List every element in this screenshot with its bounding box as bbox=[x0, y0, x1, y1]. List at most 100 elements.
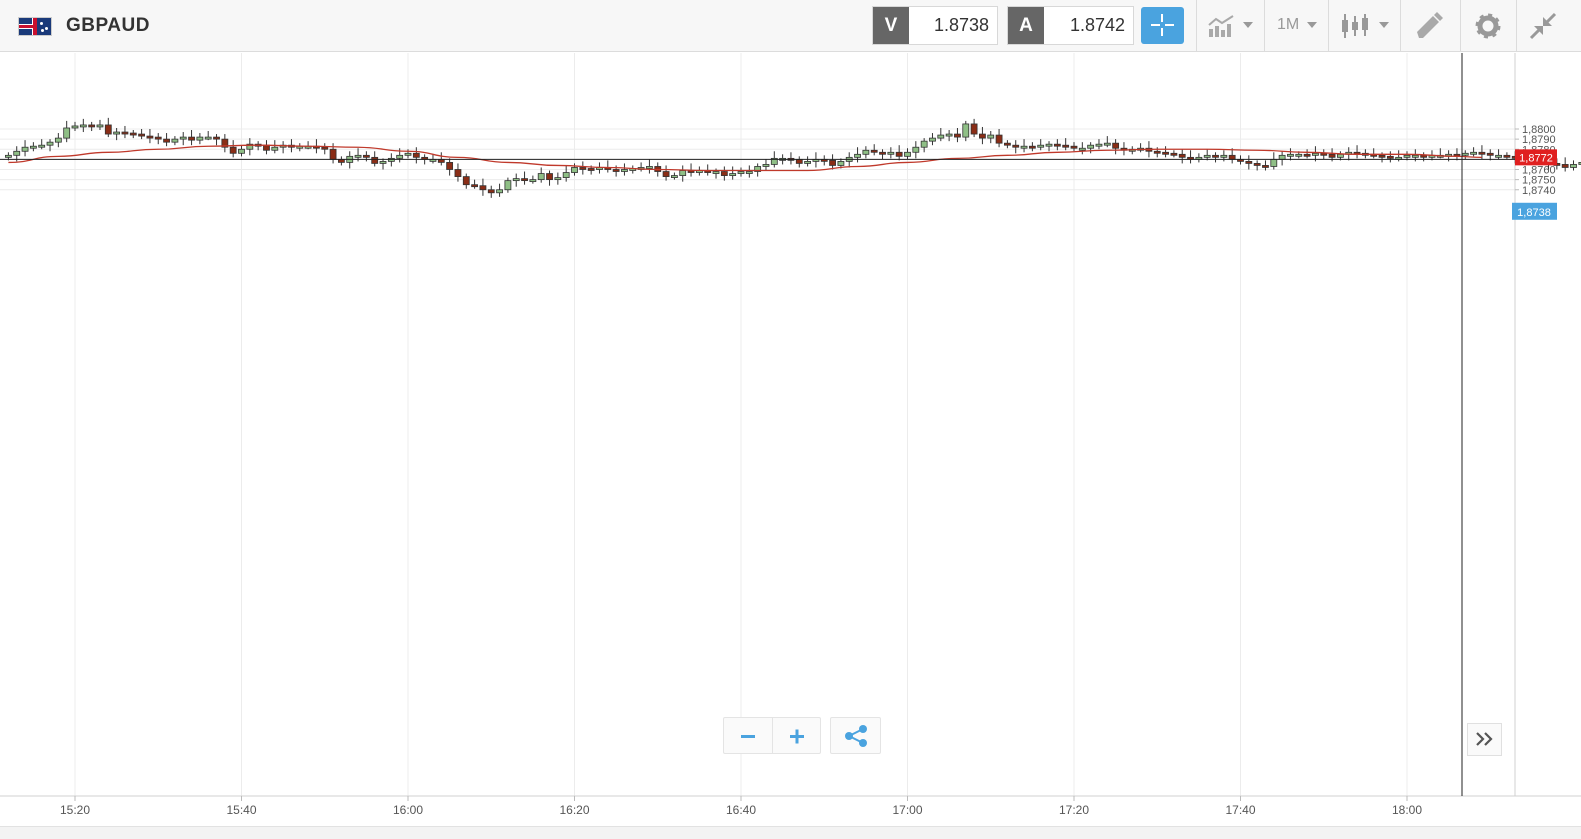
candle bbox=[1262, 160, 1269, 171]
settings-button[interactable] bbox=[1460, 0, 1514, 52]
candle-body-down bbox=[462, 176, 470, 186]
candle-body-up bbox=[54, 137, 62, 143]
candle-body-up bbox=[46, 141, 54, 146]
candlestick-icon bbox=[1342, 14, 1368, 38]
candle bbox=[1303, 149, 1311, 159]
candle bbox=[1070, 142, 1078, 152]
candle-body-up bbox=[646, 166, 653, 169]
y-tick-label: 1,8760 bbox=[1522, 165, 1556, 177]
candle bbox=[188, 130, 195, 146]
candle bbox=[1078, 142, 1086, 155]
candle-body-down bbox=[879, 151, 886, 155]
candle bbox=[1004, 140, 1011, 149]
candle-body-down bbox=[829, 159, 836, 166]
candle bbox=[1178, 149, 1186, 164]
x-tick-label: 15:40 bbox=[226, 803, 256, 817]
candle bbox=[38, 139, 46, 150]
candle bbox=[1020, 139, 1028, 153]
candle bbox=[1570, 160, 1577, 171]
candle bbox=[496, 183, 503, 197]
candle-body-up bbox=[1287, 153, 1294, 157]
candle bbox=[321, 143, 329, 155]
candle bbox=[379, 158, 387, 170]
candle bbox=[1386, 151, 1394, 163]
sell-price-box[interactable]: V 1.8738 bbox=[872, 6, 998, 45]
candle-body-up bbox=[1103, 142, 1111, 146]
candle bbox=[804, 156, 811, 167]
candle-body-up bbox=[862, 149, 870, 155]
crosshair-button[interactable] bbox=[1141, 7, 1184, 44]
candle-body-up bbox=[171, 138, 179, 143]
candle-body-down bbox=[1212, 154, 1219, 158]
candle-body-down bbox=[1420, 154, 1428, 158]
candlestick-type-button[interactable] bbox=[1328, 0, 1398, 52]
scroll-to-end-button[interactable] bbox=[1467, 723, 1502, 756]
candle-body-up bbox=[987, 134, 995, 139]
candle bbox=[979, 126, 986, 145]
candle-body-down bbox=[579, 167, 587, 170]
candle bbox=[504, 177, 512, 193]
buy-price-box[interactable]: A 1.8742 bbox=[1007, 6, 1134, 45]
minus-icon bbox=[741, 735, 755, 738]
candle bbox=[412, 147, 420, 164]
candle-body-down bbox=[1004, 142, 1011, 146]
candle bbox=[945, 130, 953, 142]
candle-body-up bbox=[404, 152, 412, 156]
candle bbox=[63, 120, 71, 143]
candle-body-up bbox=[1411, 154, 1419, 158]
candle bbox=[229, 140, 237, 158]
candle bbox=[1103, 136, 1111, 148]
candle bbox=[1045, 141, 1053, 152]
candle bbox=[121, 125, 129, 139]
candle bbox=[129, 130, 137, 139]
symbol-label[interactable]: GBPAUD bbox=[66, 15, 150, 36]
candle bbox=[1561, 157, 1569, 172]
candle bbox=[454, 163, 462, 182]
candle-body-up bbox=[1220, 154, 1228, 158]
candle-body-up bbox=[238, 148, 245, 154]
candle bbox=[179, 132, 187, 146]
candle bbox=[1037, 139, 1045, 151]
candle bbox=[546, 170, 553, 186]
draw-tools-button[interactable] bbox=[1400, 0, 1458, 52]
chart-toolbar: GBPAUD V 1.8738 A 1.8742 1M bbox=[0, 0, 1581, 52]
candle-body-down bbox=[129, 132, 137, 136]
candle bbox=[221, 134, 229, 153]
chart-plot[interactable]: 1,87401,87501,87601,87701,87801,87901,88… bbox=[0, 53, 1581, 826]
candle bbox=[96, 119, 104, 131]
candle-body-up bbox=[96, 124, 104, 128]
zoom-in-button[interactable] bbox=[773, 718, 820, 753]
candle-body-up bbox=[1078, 147, 1086, 151]
candle-body-up bbox=[179, 136, 187, 140]
candle bbox=[745, 165, 753, 178]
candle bbox=[895, 145, 903, 161]
timeframe-button[interactable]: 1M bbox=[1264, 0, 1326, 52]
candle bbox=[829, 154, 836, 170]
candle bbox=[554, 172, 562, 185]
candle-body-down bbox=[1053, 143, 1061, 147]
collapse-button[interactable] bbox=[1516, 0, 1581, 52]
candle bbox=[71, 121, 79, 132]
candle bbox=[213, 134, 220, 146]
candle-body-down bbox=[979, 133, 986, 139]
gb-au-flag-icon bbox=[18, 17, 52, 36]
candle bbox=[1578, 162, 1581, 165]
candle bbox=[671, 172, 678, 180]
candle-body-down bbox=[1012, 144, 1020, 148]
candle bbox=[737, 167, 745, 177]
candle-body-down bbox=[1486, 152, 1494, 156]
candle bbox=[1112, 139, 1120, 155]
zoom-out-button[interactable] bbox=[724, 718, 773, 753]
candle-body-down bbox=[1503, 154, 1511, 158]
candle-body-up bbox=[1270, 158, 1278, 167]
sell-price: 1.8738 bbox=[933, 15, 989, 35]
x-tick-label: 17:40 bbox=[1225, 803, 1255, 817]
candle-body-up bbox=[537, 173, 545, 181]
timeframe-label: 1M bbox=[1277, 16, 1300, 33]
chart-type-button[interactable] bbox=[1196, 0, 1262, 52]
candle bbox=[29, 142, 37, 152]
candle-body-down bbox=[954, 133, 961, 138]
candle-body-up bbox=[246, 143, 254, 150]
share-button[interactable] bbox=[830, 717, 881, 754]
candle bbox=[1287, 148, 1294, 161]
